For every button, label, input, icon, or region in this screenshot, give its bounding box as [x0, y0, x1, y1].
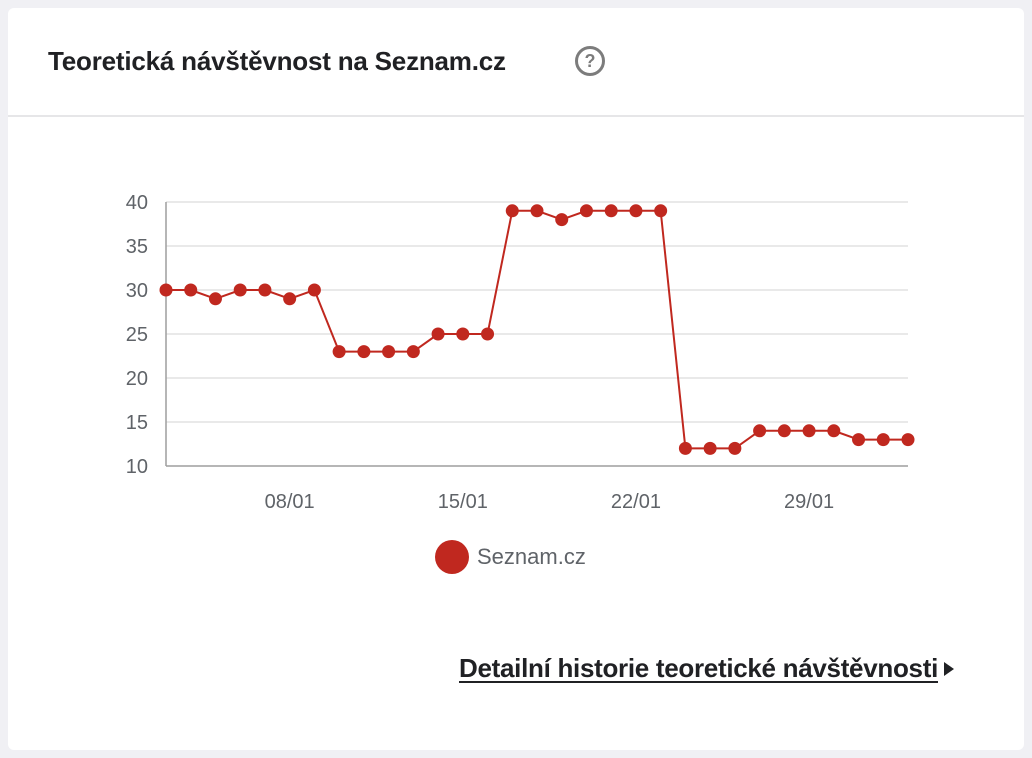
data-point	[406, 345, 420, 359]
y-tick-label: 40	[126, 192, 148, 214]
data-point	[481, 327, 495, 341]
data-point	[431, 327, 445, 341]
x-tick-label: 15/01	[438, 491, 488, 513]
data-point	[678, 441, 692, 455]
data-point	[505, 204, 519, 218]
y-tick-label: 35	[126, 236, 148, 258]
data-point	[555, 213, 569, 227]
data-point	[629, 204, 643, 218]
data-point	[901, 433, 915, 447]
legend-marker	[435, 540, 469, 574]
data-point	[307, 283, 321, 297]
data-point	[604, 204, 618, 218]
help-icon[interactable]: ?	[575, 46, 605, 76]
data-point	[703, 441, 717, 455]
card-header: Teoretická návštěvnost na Seznam.cz ?	[8, 8, 1024, 117]
legend-label: Seznam.cz	[477, 544, 586, 569]
data-point	[208, 292, 222, 306]
data-point	[654, 204, 668, 218]
data-point	[258, 283, 272, 297]
x-tick-label: 22/01	[611, 491, 661, 513]
data-point	[876, 433, 890, 447]
data-point	[728, 441, 742, 455]
y-tick-label: 20	[126, 368, 148, 390]
data-point	[332, 345, 346, 359]
data-point	[159, 283, 173, 297]
y-tick-label: 15	[126, 412, 148, 434]
x-tick-label: 08/01	[265, 491, 315, 513]
y-tick-label: 10	[126, 456, 148, 478]
detail-history-link-label: Detailní historie teoretické návštěvnost…	[459, 653, 938, 683]
chart-legend[interactable]: Seznam.cz	[435, 540, 586, 574]
data-point	[184, 283, 198, 297]
data-point	[579, 204, 593, 218]
y-tick-label: 25	[126, 324, 148, 346]
x-tick-label: 29/01	[784, 491, 834, 513]
line-chart: 10 15 20 25 30 35 40 08/01 15/01 22/01 29/01	[126, 192, 915, 513]
caret-right-icon	[944, 661, 954, 676]
data-point	[802, 424, 816, 438]
y-tick-label: 30	[126, 280, 148, 302]
chart-card: Teoretická návštěvnost na Seznam.cz ? 10…	[8, 8, 1024, 750]
page-title: Teoretická návštěvnost na Seznam.cz	[48, 46, 506, 76]
data-point	[753, 424, 767, 438]
data-point	[530, 204, 544, 218]
data-point	[357, 345, 371, 359]
data-point	[777, 424, 791, 438]
data-point	[233, 283, 247, 297]
data-point	[382, 345, 396, 359]
detail-history-link[interactable]: Detailní historie teoretické návštěvnost…	[459, 653, 954, 684]
data-point	[456, 327, 470, 341]
data-point	[283, 292, 297, 306]
data-point	[852, 433, 866, 447]
data-point	[827, 424, 841, 438]
